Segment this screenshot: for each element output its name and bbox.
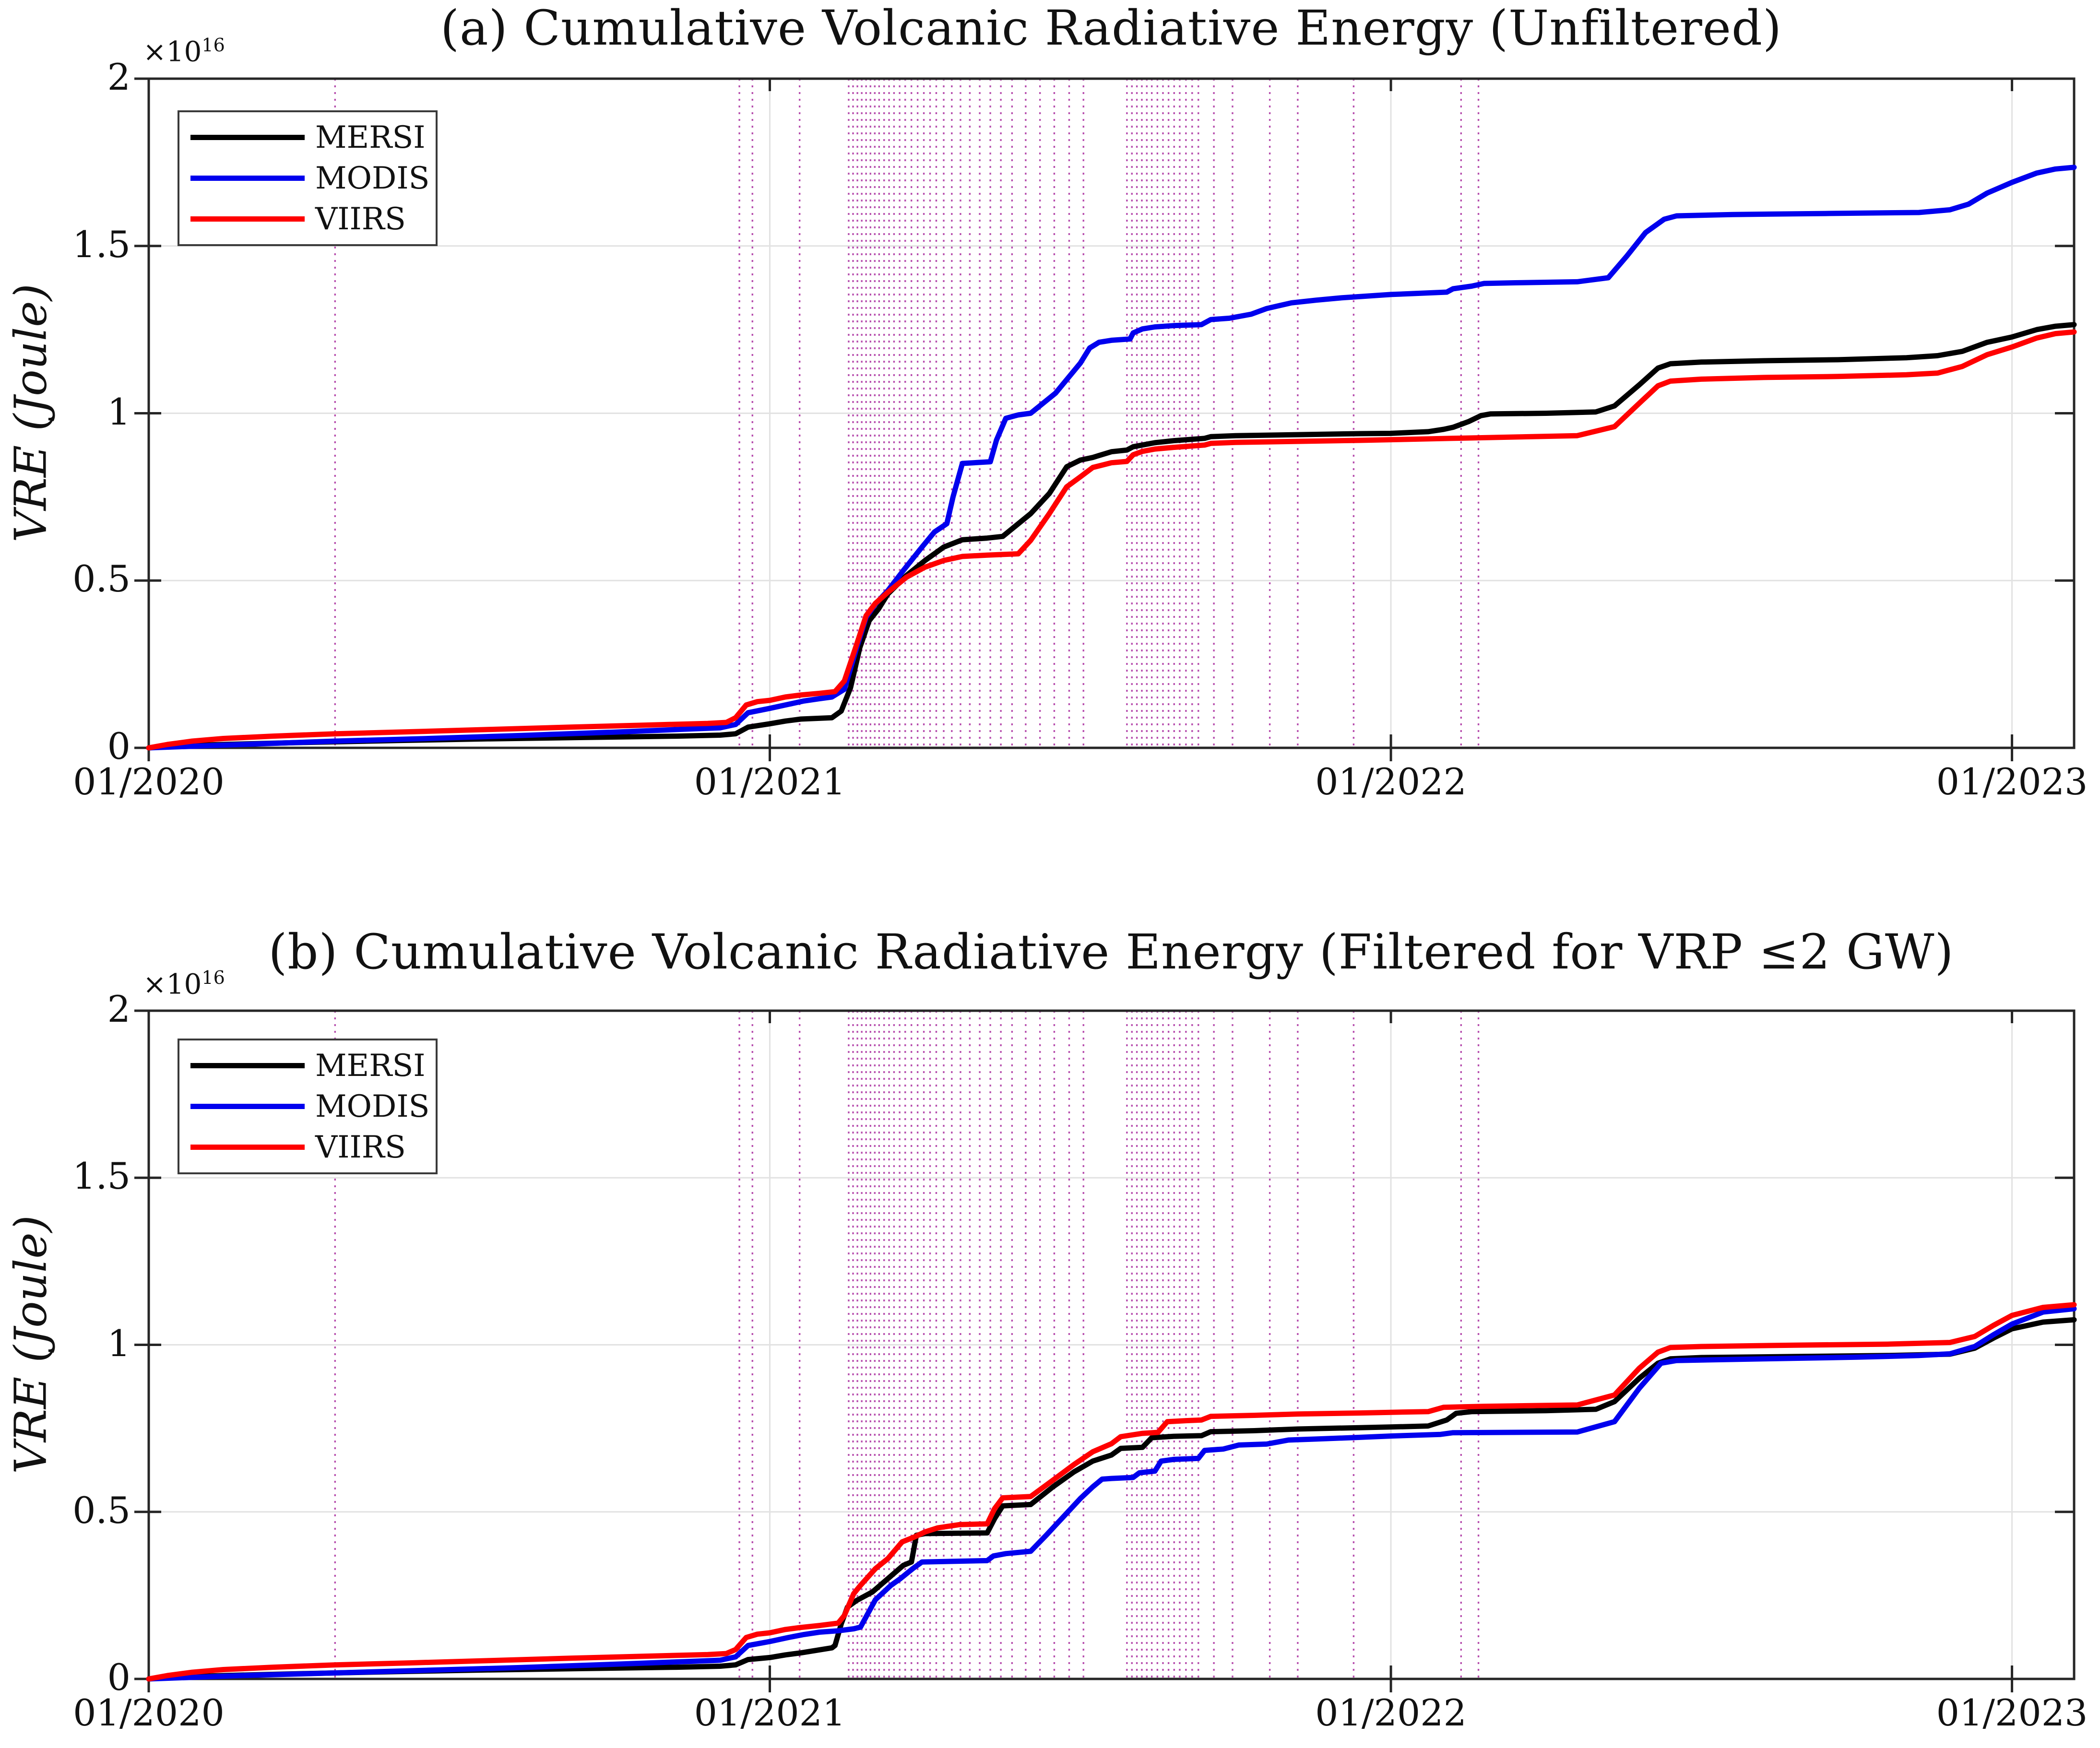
y-tick-label: 0 bbox=[107, 1655, 131, 1699]
series-line-modis bbox=[146, 165, 2077, 751]
modis-line-swatch bbox=[190, 176, 305, 181]
x-tick-label: 01/2022 bbox=[1315, 1691, 1467, 1734]
x-tick-label: 01/2022 bbox=[1315, 760, 1467, 803]
series-line-viirs bbox=[146, 329, 2077, 751]
y-tick-label: 2 bbox=[107, 55, 131, 98]
y-tick-label: 1.5 bbox=[72, 1155, 131, 1198]
legend-label-mersi: MERSI bbox=[315, 1048, 426, 1084]
x-tick-label: 01/2020 bbox=[73, 760, 225, 803]
y-tick-label: 1 bbox=[107, 1322, 131, 1365]
legend-item-viirs: VIIRS bbox=[179, 204, 436, 235]
legend-label-viirs: VIIRS bbox=[315, 1129, 406, 1165]
panel-a-y-offset-label: ×1016 bbox=[143, 35, 225, 68]
legend-item-mersi: MERSI bbox=[179, 122, 436, 153]
y-tick-label: 0.5 bbox=[72, 557, 131, 601]
panel-b-legend: MERSI MODIS VIIRS bbox=[178, 1039, 438, 1174]
offset-base: ×10 bbox=[143, 968, 202, 1001]
x-tick-label: 01/2020 bbox=[73, 1691, 225, 1734]
legend-label-modis: MODIS bbox=[315, 1088, 430, 1124]
viirs-line-swatch bbox=[190, 216, 305, 222]
series-line-mersi bbox=[146, 1317, 2077, 1682]
y-tick-label: 1.5 bbox=[72, 223, 131, 266]
x-tick-label: 01/2021 bbox=[694, 760, 846, 803]
y-tick-label: 0 bbox=[107, 724, 131, 768]
offset-base: ×10 bbox=[143, 35, 202, 68]
y-tick-label: 0.5 bbox=[72, 1488, 131, 1532]
panel-b-title: (b) Cumulative Volcanic Radiative Energy… bbox=[268, 924, 1954, 980]
y-tick-label: 1 bbox=[107, 390, 131, 433]
legend-item-modis: MODIS bbox=[179, 163, 436, 194]
series-line-mersi bbox=[146, 322, 2077, 751]
series-line-modis bbox=[146, 1306, 2077, 1682]
legend-item-viirs: VIIRS bbox=[179, 1132, 436, 1163]
offset-exponent: 16 bbox=[202, 967, 225, 988]
x-tick-label: 01/2023 bbox=[1936, 760, 2088, 803]
legend-item-modis: MODIS bbox=[179, 1091, 436, 1122]
modis-line-swatch bbox=[190, 1104, 305, 1109]
legend-item-mersi: MERSI bbox=[179, 1051, 436, 1081]
panel-a-title: (a) Cumulative Volcanic Radiative Energy… bbox=[440, 0, 1782, 56]
mersi-line-swatch bbox=[190, 135, 305, 140]
offset-exponent: 16 bbox=[202, 35, 225, 56]
legend-label-modis: MODIS bbox=[315, 160, 430, 196]
panel-a-legend: MERSI MODIS VIIRS bbox=[178, 110, 438, 246]
x-tick-label: 01/2023 bbox=[1936, 1691, 2088, 1734]
legend-label-mersi: MERSI bbox=[315, 119, 426, 155]
y-tick-label: 2 bbox=[107, 987, 131, 1030]
legend-label-viirs: VIIRS bbox=[315, 201, 406, 237]
panel-b-y-offset-label: ×1016 bbox=[143, 967, 225, 1000]
series-line-viirs bbox=[146, 1302, 2077, 1682]
x-tick-label: 01/2021 bbox=[694, 1691, 846, 1734]
viirs-line-swatch bbox=[190, 1145, 305, 1150]
mersi-line-swatch bbox=[190, 1063, 305, 1068]
